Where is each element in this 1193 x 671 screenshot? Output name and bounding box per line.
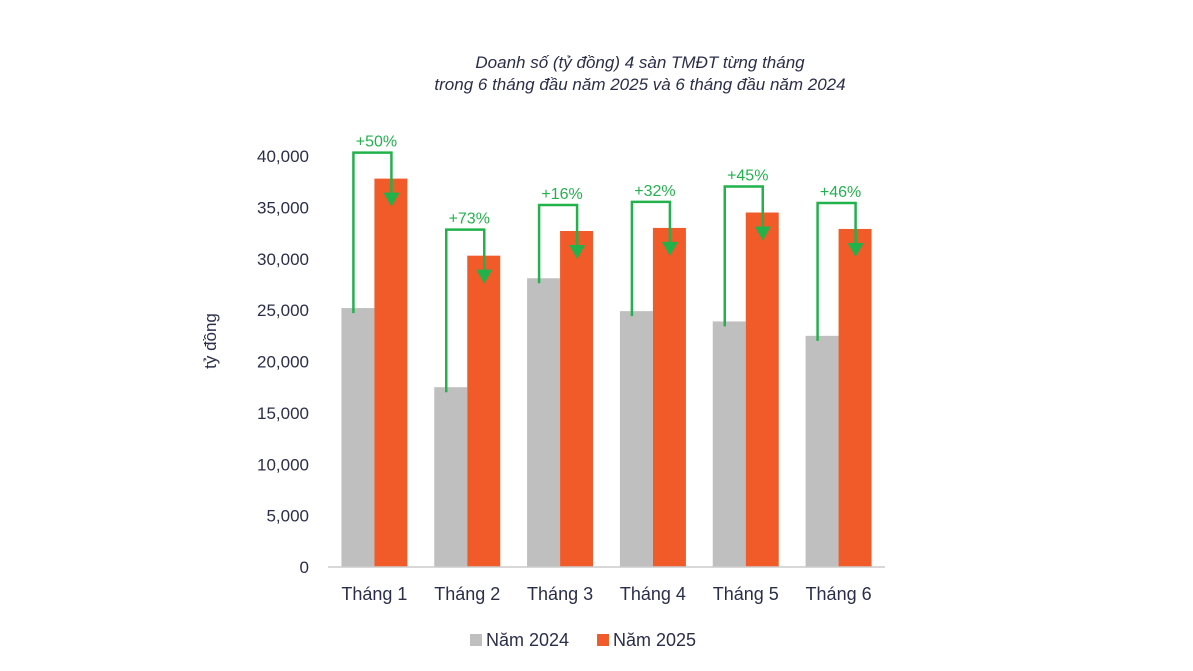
bar-2025: [560, 231, 594, 567]
growth-bracket: [630, 200, 672, 317]
x-category-label: Tháng 6: [806, 584, 872, 604]
y-tick-label: 35,000: [257, 198, 309, 217]
x-category-label: Tháng 5: [713, 584, 779, 604]
bar-2025: [467, 255, 501, 568]
legend-swatch: [470, 634, 482, 646]
x-axis-categories: Tháng 1 Tháng 2 Tháng 3 Tháng 4 Tháng 5 Tháng…: [341, 584, 871, 604]
y-tick-label: 5,000: [266, 507, 309, 526]
bar-2024: [619, 311, 653, 567]
growth-label: +16%: [541, 186, 582, 203]
growth-bracket: [445, 228, 486, 393]
bar-2025: [838, 228, 872, 567]
legend-label: Năm 2024: [486, 630, 569, 650]
y-tick-label: 40,000: [257, 147, 309, 166]
arrow-head-icon: [383, 192, 400, 207]
y-tick-label: 25,000: [257, 301, 309, 320]
growth-label: +32%: [634, 183, 675, 200]
bar-2025: [745, 212, 779, 567]
arrow-head-icon: [476, 269, 493, 284]
bar-2024: [434, 387, 468, 567]
legend-label: Năm 2025: [613, 630, 696, 650]
growth-bracket: [816, 201, 857, 341]
x-category-label: Tháng 3: [527, 584, 593, 604]
x-category-label: Tháng 4: [620, 584, 686, 604]
arrow-head-icon: [754, 226, 771, 241]
bar-2024: [341, 308, 375, 567]
growth-annotations: +50% +73% +16% +32% +45% +46%: [352, 134, 864, 393]
y-tick-label: 10,000: [257, 455, 309, 474]
bar-2024: [712, 321, 746, 567]
legend-swatch: [597, 634, 609, 646]
y-axis-label: tỷ đồng: [201, 313, 220, 369]
chart-subtitle: trong 6 tháng đầu năm 2025 và 6 tháng đầ…: [434, 75, 845, 94]
y-tick-label: 20,000: [257, 353, 309, 372]
x-category-label: Tháng 2: [434, 584, 500, 604]
growth-label: +50%: [356, 134, 397, 151]
chart-title: Doanh số (tỷ đồng) 4 sàn TMĐT từng tháng: [475, 53, 805, 72]
bar-2025: [652, 227, 686, 568]
bar-2024: [527, 278, 561, 567]
growth-bracket: [352, 151, 393, 314]
growth-bracket: [723, 185, 764, 327]
arrow-head-icon: [847, 242, 864, 257]
arrow-head-icon: [569, 245, 586, 260]
y-tick-label: 30,000: [257, 250, 309, 269]
y-tick-label: 0: [300, 558, 309, 577]
growth-label: +45%: [727, 168, 768, 185]
bar-2024: [805, 335, 839, 567]
x-category-label: Tháng 1: [341, 584, 407, 604]
bars: [341, 178, 872, 568]
y-tick-label: 15,000: [257, 404, 309, 423]
legend: Năm 2024 Năm 2025: [470, 630, 696, 650]
growth-bracket: [537, 203, 579, 284]
y-axis-ticks: 0 5,000 10,000 15,000 20,000 25,000 30,000 35,0…: [257, 147, 309, 577]
growth-label: +46%: [820, 184, 861, 201]
bar-2025: [374, 178, 408, 568]
arrow-head-icon: [661, 241, 678, 256]
growth-label: +73%: [449, 211, 490, 228]
